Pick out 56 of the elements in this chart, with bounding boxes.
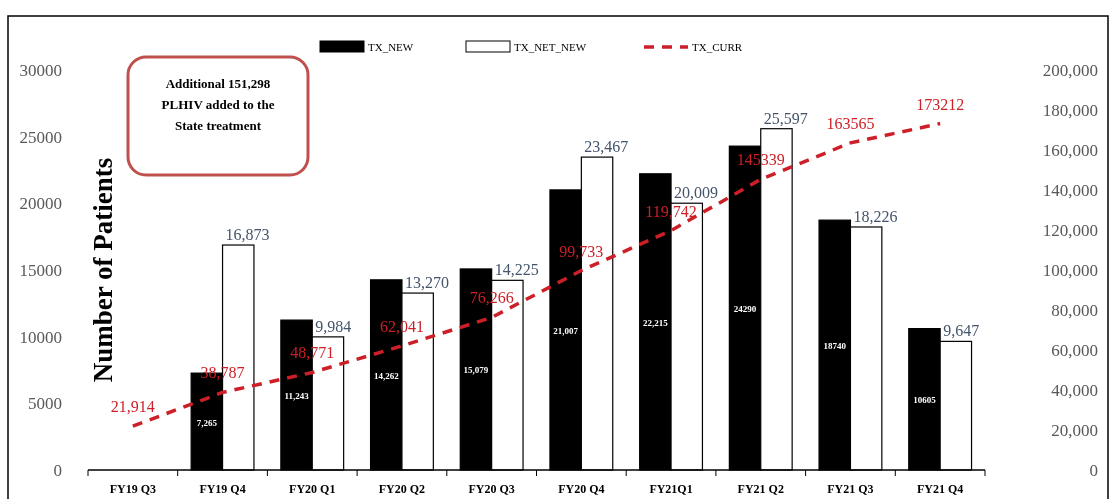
y-tick-label: 15000 xyxy=(19,261,62,280)
y2-tick-label: 100,000 xyxy=(1042,261,1098,280)
data-label: 14,225 xyxy=(494,261,539,279)
x-tick-label: FY19 Q4 xyxy=(199,482,246,496)
x-tick-label: FY21 Q3 xyxy=(827,482,874,496)
data-label: 18740 xyxy=(823,341,847,352)
annotation: Additional 151,298 PLHIV added to the State treatment xyxy=(161,76,275,133)
y-tick-label: 5000 xyxy=(28,394,62,414)
data-label: 9,647 xyxy=(943,322,980,340)
data-label: 173212 xyxy=(916,95,965,113)
legend-label: TX_NEW xyxy=(368,41,414,53)
y2-tick-label: 0 xyxy=(1089,461,1098,480)
y2-tick-label: 80,000 xyxy=(1051,301,1098,320)
data-label: 16,873 xyxy=(225,226,270,244)
data-label: 13,270 xyxy=(404,274,449,292)
y2-tick-label: 40,000 xyxy=(1051,381,1098,400)
x-tick-label: FY21 Q2 xyxy=(737,482,784,496)
x-tick-label: FY20 Q2 xyxy=(378,482,426,496)
data-label: 76,266 xyxy=(469,289,514,307)
legend-label: TX_NET_NEW xyxy=(514,41,587,53)
data-label: 22,215 xyxy=(642,317,669,328)
data-label: 20,009 xyxy=(674,184,719,202)
x-tick-label: FY20 Q3 xyxy=(468,482,515,496)
y-tick-label: 0 xyxy=(53,461,62,480)
data-label: 14,262 xyxy=(373,370,400,381)
x-tick-label: FY21Q1 xyxy=(649,482,693,496)
y2-tick-label: 180,000 xyxy=(1042,101,1098,120)
x-tick-label: FY20 Q4 xyxy=(558,482,605,496)
y2-tick-label: 120,000 xyxy=(1042,221,1098,240)
data-label: 18,226 xyxy=(853,207,898,225)
y2-tick-label: 60,000 xyxy=(1051,341,1098,360)
y2-tick-label: 200,000 xyxy=(1042,61,1098,80)
data-label: 24290 xyxy=(733,304,757,315)
data-label: 15,079 xyxy=(463,365,489,376)
y-tick-label: 25000 xyxy=(19,127,62,147)
data-label: 25,597 xyxy=(763,109,808,127)
y2-tick-label: 20,000 xyxy=(1051,421,1098,440)
y2-tick-label: 140,000 xyxy=(1042,181,1098,200)
data-label: 145339 xyxy=(736,151,785,169)
x-tick-label: FY19 Q3 xyxy=(109,482,157,496)
data-label: 21,914 xyxy=(110,398,155,416)
data-label: 23,467 xyxy=(584,138,629,156)
data-label: 163565 xyxy=(826,114,875,132)
legend-label: TX_CURR xyxy=(692,41,743,53)
data-label: 21,007 xyxy=(553,325,579,336)
data-label: 10605 xyxy=(913,395,937,406)
x-tick-label: FY21 Q4 xyxy=(916,482,964,496)
y-axis-title: Number of Patients xyxy=(88,157,118,383)
data-label: 9,984 xyxy=(315,317,352,335)
x-tick-label: FY20 Q1 xyxy=(289,482,336,496)
y-tick-label: 20000 xyxy=(19,194,62,214)
y-tick-label: 30000 xyxy=(19,61,62,80)
y2-tick-label: 160,000 xyxy=(1042,141,1098,160)
data-label: 11,243 xyxy=(284,391,310,402)
y-tick-label: 10000 xyxy=(19,327,62,347)
data-label: 7,265 xyxy=(196,417,218,428)
